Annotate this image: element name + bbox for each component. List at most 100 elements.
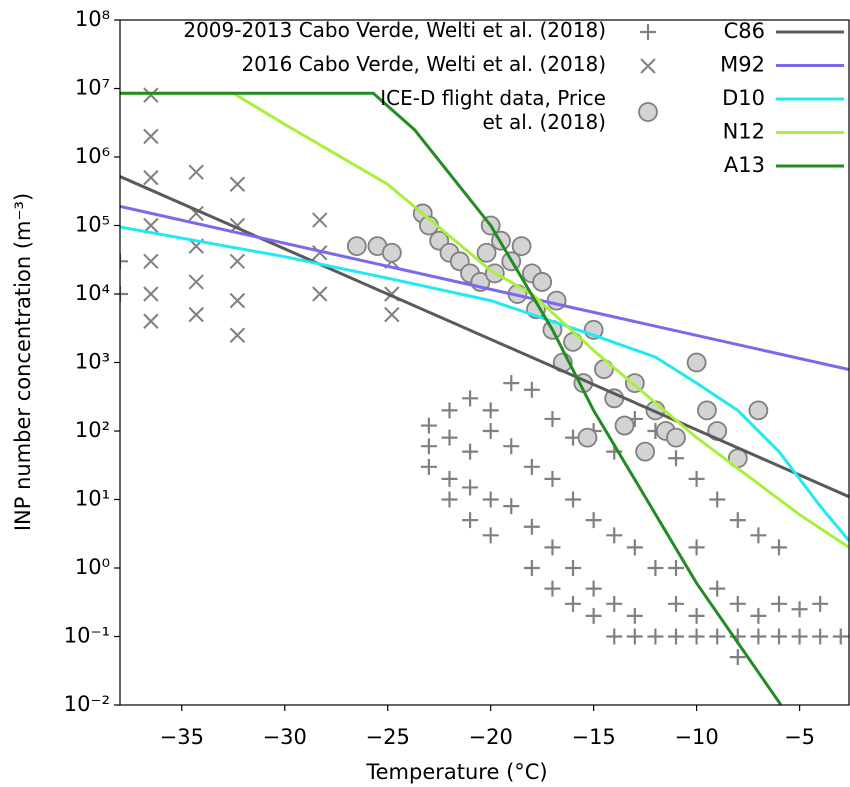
legend-entry: ICE-D flight data, Price et al. (2018) bbox=[380, 86, 606, 134]
plus-marker bbox=[585, 580, 602, 597]
plus-marker bbox=[523, 518, 540, 535]
plus-marker bbox=[441, 491, 458, 508]
circle-marker bbox=[686, 352, 707, 373]
plus-marker bbox=[770, 539, 787, 556]
plot-area bbox=[120, 87, 849, 705]
plus-marker bbox=[120, 253, 128, 270]
plus-marker bbox=[709, 580, 726, 597]
plus-marker bbox=[688, 470, 705, 487]
x-axis-label: Temperature (°C) bbox=[365, 760, 547, 784]
plus-marker bbox=[420, 458, 437, 475]
y-tick-label: 10⁰ bbox=[75, 555, 110, 579]
plus-marker bbox=[668, 560, 685, 576]
circle-marker bbox=[614, 415, 635, 436]
plus-marker bbox=[482, 423, 499, 439]
plus-marker bbox=[606, 628, 623, 645]
circle-marker bbox=[666, 427, 686, 448]
plus-marker bbox=[626, 628, 643, 645]
cross-marker bbox=[188, 306, 204, 323]
cross-marker bbox=[229, 176, 246, 192]
plus-marker bbox=[626, 607, 643, 624]
legend-label: ICE-D flight data, Price et al. (2018) bbox=[380, 86, 606, 134]
circle-marker bbox=[577, 427, 598, 448]
y-tick-label: 10⁴ bbox=[75, 281, 110, 305]
plus-marker bbox=[812, 628, 829, 645]
plus-marker bbox=[544, 539, 561, 556]
x-tick-label: −35 bbox=[160, 725, 204, 749]
plus-marker bbox=[729, 595, 746, 612]
plus-marker bbox=[729, 649, 746, 666]
circle-marker bbox=[635, 441, 656, 462]
plus-marker bbox=[462, 443, 479, 460]
plus-marker bbox=[832, 628, 849, 645]
plus-marker bbox=[462, 479, 479, 496]
cross-marker bbox=[384, 306, 400, 323]
plus-marker bbox=[688, 539, 705, 556]
legend-entry: 2016 Cabo Verde, Welti et al. (2018) bbox=[241, 52, 606, 76]
legend-label: 2009-2013 Cabo Verde, Welti et al. (2018… bbox=[183, 18, 606, 42]
circle-marker bbox=[511, 236, 532, 257]
y-axis-label: INP number concentration (m⁻³) bbox=[11, 193, 35, 531]
cross-marker bbox=[229, 292, 246, 309]
plus-marker bbox=[709, 628, 726, 645]
plus-marker bbox=[668, 628, 685, 645]
plus-marker bbox=[565, 491, 582, 508]
x-tick-label: −10 bbox=[674, 725, 718, 749]
plus-marker bbox=[606, 595, 623, 612]
plus-marker bbox=[565, 560, 582, 576]
circle-marker bbox=[697, 400, 717, 421]
circle-marker bbox=[532, 272, 553, 292]
x-tick-label: −5 bbox=[784, 725, 815, 749]
plus-marker bbox=[523, 381, 540, 398]
plus-marker bbox=[750, 607, 767, 624]
plus-marker bbox=[544, 410, 561, 427]
plus-marker bbox=[640, 24, 656, 40]
line bbox=[120, 91, 849, 549]
circle-marker bbox=[638, 102, 658, 122]
plus-marker bbox=[647, 628, 664, 645]
circle-marker bbox=[476, 242, 497, 263]
line bbox=[120, 225, 849, 542]
cross-marker bbox=[229, 253, 246, 270]
cross-marker bbox=[143, 253, 159, 270]
cross-marker bbox=[143, 169, 159, 186]
y-tick-label: 10¹ bbox=[75, 487, 110, 511]
circle-marker bbox=[381, 242, 402, 263]
plus-marker bbox=[441, 402, 458, 419]
plus-marker bbox=[750, 628, 767, 645]
plus-marker bbox=[482, 527, 499, 544]
plus-marker bbox=[709, 491, 726, 508]
plus-marker bbox=[523, 560, 540, 576]
plus-marker bbox=[750, 527, 767, 544]
circle-marker bbox=[346, 236, 367, 257]
plus-marker bbox=[523, 458, 540, 475]
line bbox=[120, 204, 849, 371]
y-tick-label: 10⁻² bbox=[64, 692, 110, 716]
plus-marker bbox=[791, 628, 808, 645]
plus-marker bbox=[565, 595, 582, 612]
x-tick-label: −15 bbox=[571, 725, 615, 749]
plus-marker bbox=[812, 595, 829, 612]
legend-label: C86 bbox=[724, 19, 765, 43]
plus-marker bbox=[770, 628, 787, 645]
y-tick-label: 10⁻¹ bbox=[64, 624, 110, 648]
plus-marker bbox=[647, 560, 664, 576]
legend-label: N12 bbox=[723, 120, 765, 144]
line bbox=[120, 175, 849, 499]
plus-marker bbox=[120, 286, 128, 302]
plus-marker bbox=[688, 607, 705, 624]
plus-marker bbox=[503, 498, 520, 515]
cross-marker bbox=[188, 164, 204, 180]
y-tick-label: 10⁵ bbox=[75, 213, 110, 237]
y-tick-label: 10² bbox=[75, 418, 110, 442]
plus-marker bbox=[482, 402, 499, 419]
plus-marker bbox=[585, 607, 602, 624]
plot-frame bbox=[119, 19, 850, 706]
plus-marker bbox=[544, 470, 561, 487]
x-tick-label: −20 bbox=[469, 725, 513, 749]
x-tick-label: −25 bbox=[366, 725, 410, 749]
plus-marker bbox=[668, 595, 685, 612]
cross-marker bbox=[143, 313, 159, 329]
